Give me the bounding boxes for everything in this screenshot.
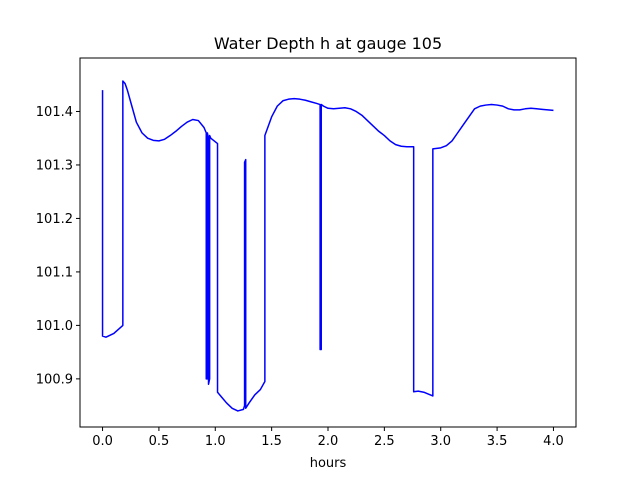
series-line xyxy=(101,80,554,412)
x-tick-label: 4.0 xyxy=(543,434,564,449)
x-tick-label: 0.0 xyxy=(92,434,113,449)
x-tick-label: 3.0 xyxy=(430,434,451,449)
y-tick-label: 101.3 xyxy=(36,158,73,173)
x-tick-label: 0.5 xyxy=(149,434,170,449)
x-tick-label: 3.5 xyxy=(487,434,508,449)
x-axis-label: hours xyxy=(310,456,347,471)
x-tick-label: 2.5 xyxy=(374,434,395,449)
y-tick-label: 101.4 xyxy=(36,105,73,120)
chart-title: Water Depth h at gauge 105 xyxy=(214,34,442,53)
y-tick-label: 100.9 xyxy=(36,372,73,387)
x-tick-label: 1.0 xyxy=(205,434,226,449)
x-tick-label: 2.0 xyxy=(318,434,339,449)
y-axis: 100.9 101.0 101.1 101.2 101.3 101.4 xyxy=(36,105,80,387)
y-tick-label: 101.2 xyxy=(36,212,73,227)
y-tick-label: 101.0 xyxy=(36,319,73,334)
x-axis: 0.0 0.5 1.0 1.5 2.0 2.5 3.0 3.5 4.0 xyxy=(92,427,564,449)
y-tick-label: 101.1 xyxy=(36,265,73,280)
x-tick-label: 1.5 xyxy=(261,434,282,449)
